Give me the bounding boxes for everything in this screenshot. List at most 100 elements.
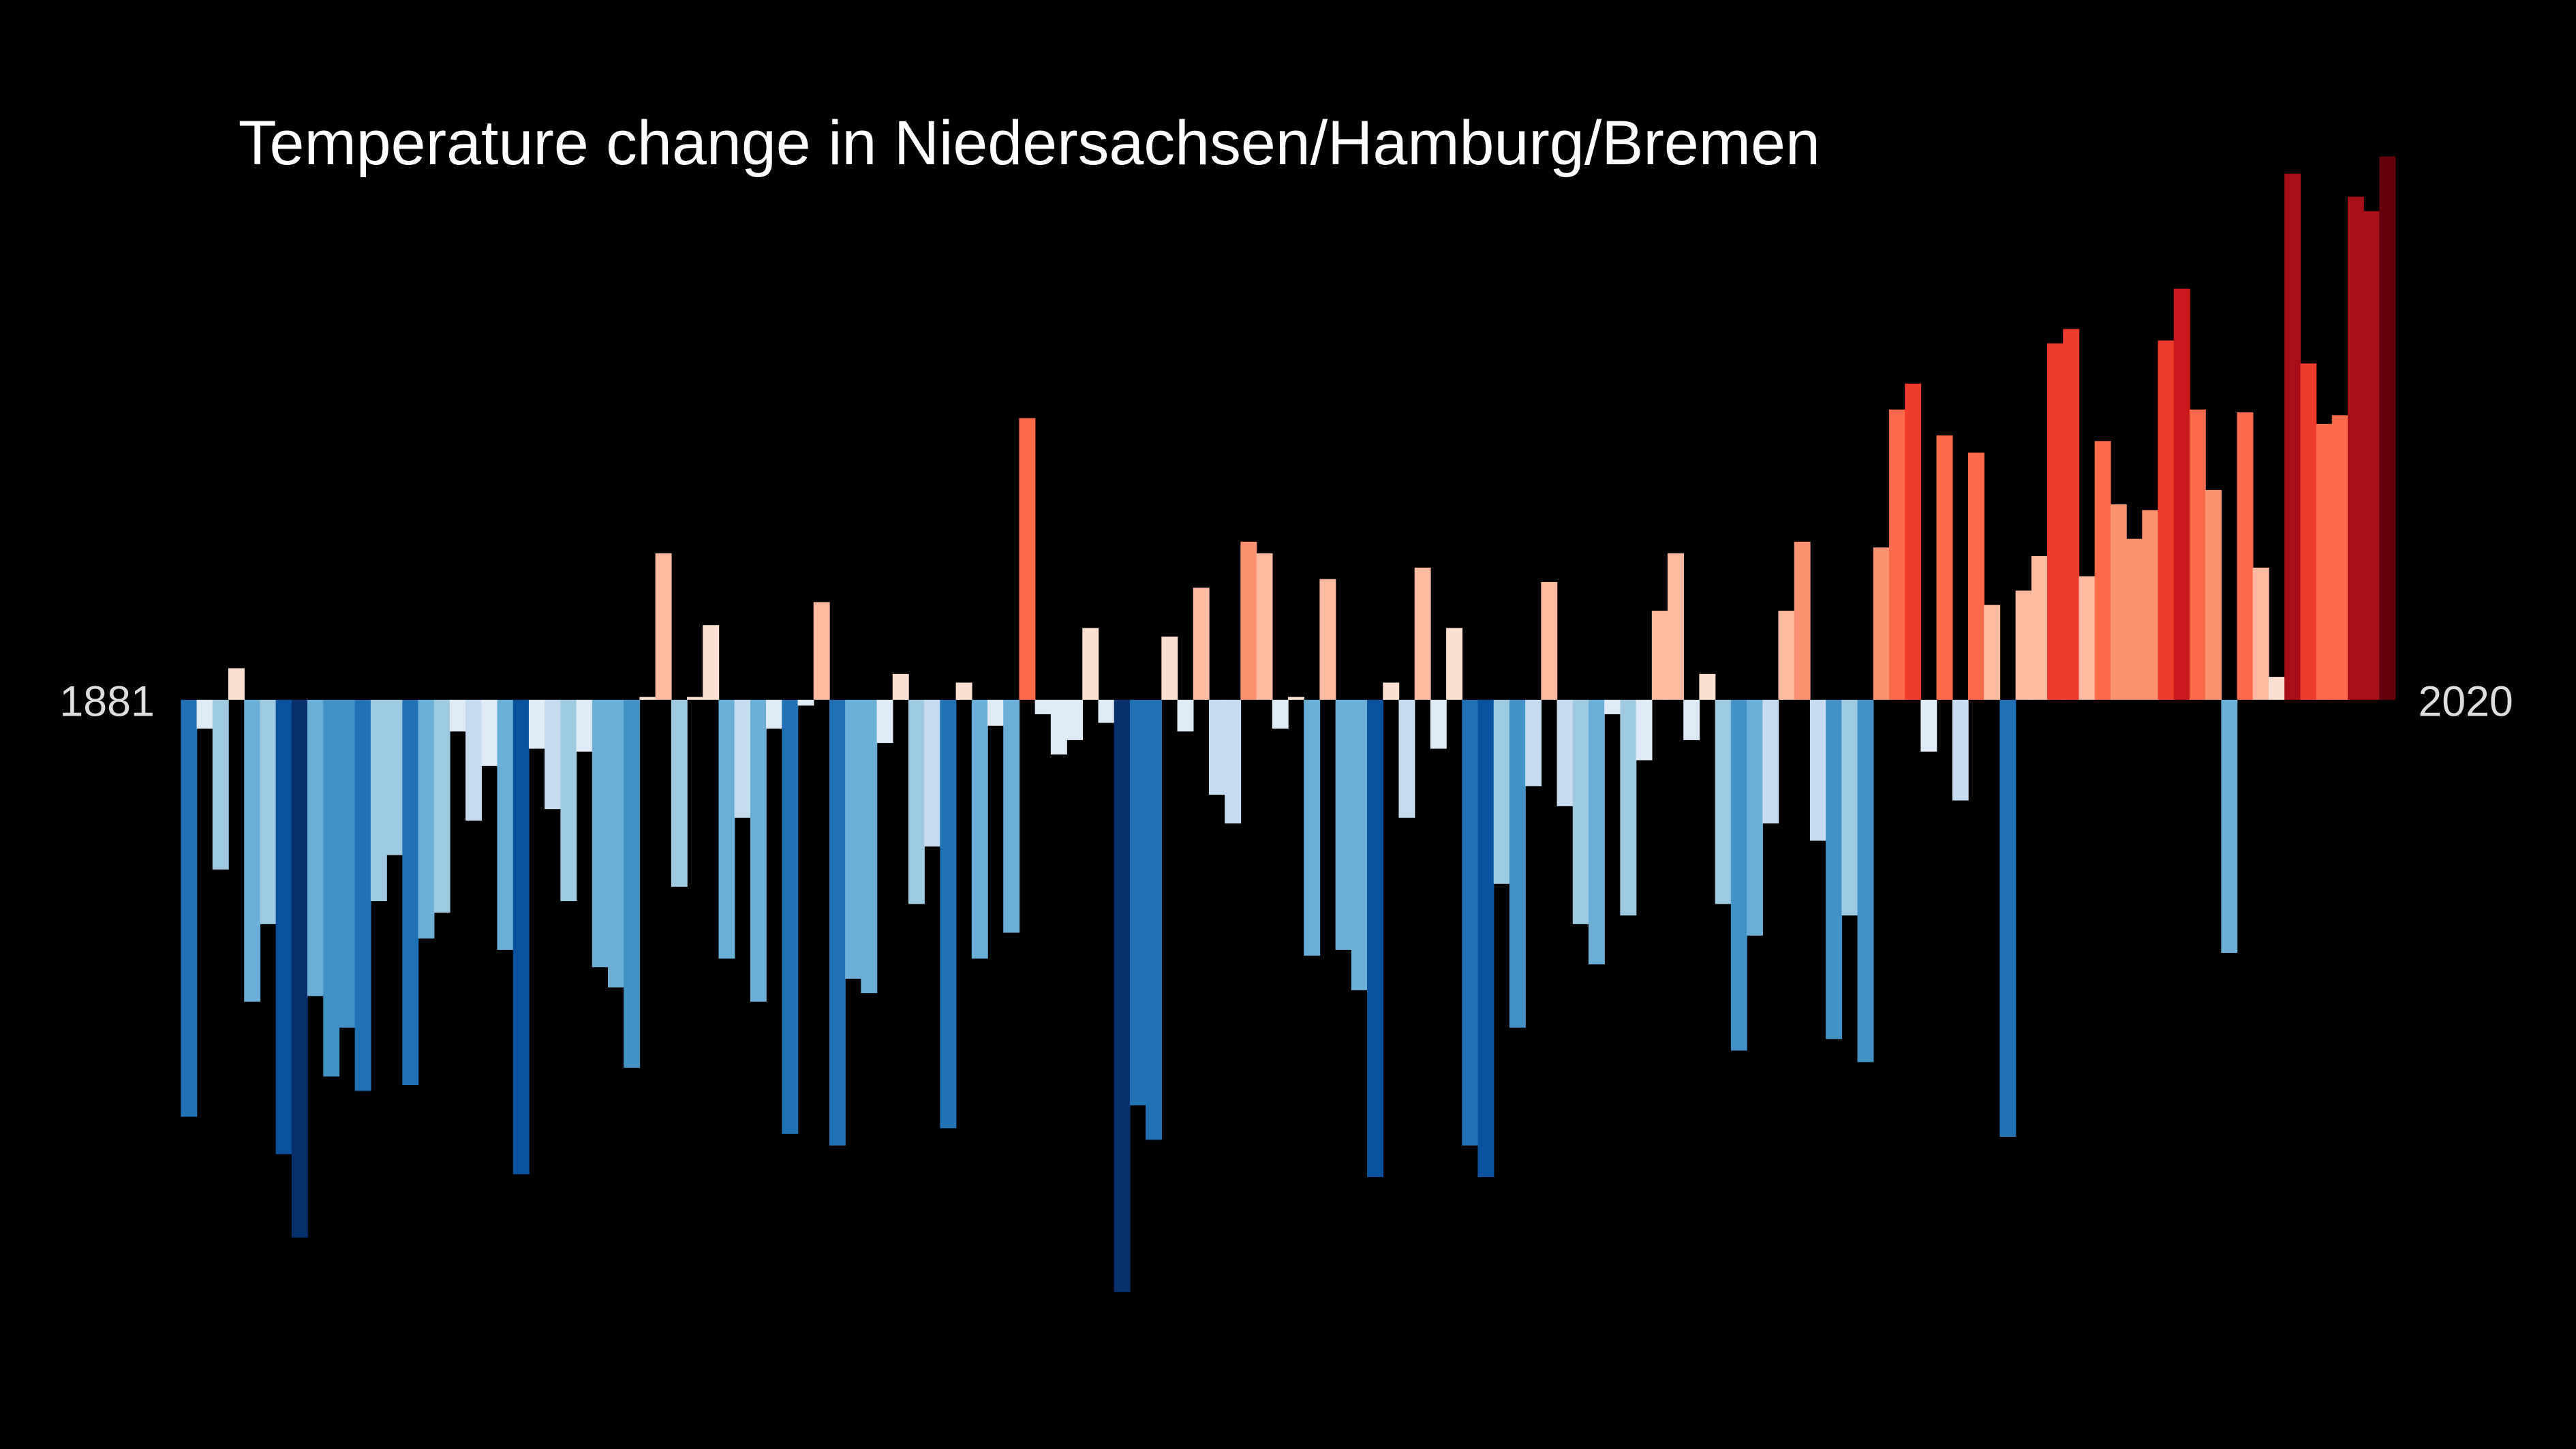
- x-tick-label: 2020: [2418, 678, 2513, 726]
- bar: [181, 699, 198, 1117]
- bar: [1967, 453, 1984, 700]
- bar: [2268, 677, 2285, 700]
- bar: [576, 699, 593, 752]
- bar: [323, 699, 340, 1077]
- bar: [1905, 383, 1922, 700]
- bar: [1256, 553, 1273, 700]
- x-tick-label: 1881: [59, 678, 154, 726]
- bar: [386, 699, 403, 855]
- bar: [766, 699, 783, 729]
- bar: [1809, 699, 1826, 841]
- bar: [1715, 699, 1732, 904]
- bar: [2015, 590, 2032, 700]
- bar: [750, 699, 767, 1002]
- bar: [1114, 699, 1131, 1292]
- bar: [402, 699, 419, 1086]
- bar: [1920, 699, 1937, 752]
- bar: [1509, 699, 1526, 1028]
- bar: [1477, 699, 1494, 1178]
- bar: [1462, 699, 1479, 1146]
- bar: [1999, 699, 2017, 1138]
- bar: [1351, 699, 1368, 990]
- bar: [244, 699, 261, 1002]
- bar: [1193, 588, 1210, 700]
- bar: [655, 553, 672, 700]
- bar: [1541, 581, 1558, 700]
- bar: [1952, 699, 1969, 801]
- bar: [924, 699, 941, 846]
- bar: [449, 699, 466, 732]
- bar: [1003, 699, 1020, 933]
- bar: [560, 699, 577, 902]
- bar: [1335, 699, 1352, 950]
- bar: [1367, 699, 1383, 1178]
- bar: [687, 697, 703, 700]
- bar: [1430, 699, 1447, 749]
- bar: [829, 699, 846, 1146]
- bar: [1668, 553, 1684, 700]
- bar: [1699, 673, 1716, 700]
- bar: [1034, 699, 1052, 714]
- bar: [2079, 576, 2096, 700]
- bar: [307, 699, 324, 996]
- bar: [2348, 196, 2364, 700]
- bar: [481, 699, 498, 766]
- bar: [2110, 504, 2127, 700]
- bar: [1177, 699, 1194, 732]
- bar: [639, 697, 656, 700]
- bar: [228, 668, 245, 700]
- bar: [608, 699, 624, 988]
- bar: [892, 673, 909, 700]
- bar: [291, 699, 308, 1238]
- bar: [1841, 699, 1858, 916]
- bar: [1588, 699, 1605, 964]
- bar: [1651, 611, 1668, 700]
- bar: [528, 699, 545, 749]
- bar: [718, 699, 735, 959]
- bar: [1050, 699, 1067, 754]
- bar: [1620, 699, 1637, 916]
- bar: [2189, 409, 2206, 700]
- bar: [370, 699, 387, 902]
- bar: [2331, 415, 2348, 700]
- bar: [1557, 699, 1574, 806]
- bar: [354, 699, 371, 1091]
- bar: [2205, 489, 2222, 700]
- bar: [2300, 363, 2317, 700]
- bar: [497, 699, 514, 950]
- bar: [1225, 699, 1242, 824]
- bar: [2363, 211, 2380, 700]
- bar: [1826, 699, 1843, 1039]
- bar: [1984, 605, 2001, 700]
- bar: [1098, 699, 1115, 723]
- bar: [1525, 699, 1542, 787]
- bar: [782, 699, 799, 1134]
- bar: [2142, 510, 2159, 700]
- bar: [971, 699, 988, 959]
- bar: [1208, 699, 1225, 795]
- chart-title: Temperature change in Niedersachsen/Hamb…: [239, 108, 1820, 178]
- bar: [1319, 579, 1336, 700]
- bar: [1240, 541, 1257, 700]
- bar: [2047, 343, 2064, 700]
- bar: [1683, 699, 1700, 740]
- bar: [703, 625, 720, 700]
- bar: [1304, 699, 1321, 956]
- bar: [339, 699, 356, 1028]
- bar: [1272, 699, 1289, 729]
- bar: [671, 699, 688, 887]
- bar: [2158, 340, 2175, 700]
- bar: [1636, 699, 1653, 761]
- bar: [1572, 699, 1589, 924]
- bar: [545, 699, 562, 810]
- bar: [1146, 699, 1163, 1140]
- bar: [734, 699, 751, 818]
- bar: [1082, 628, 1099, 700]
- bar: [1446, 628, 1463, 700]
- bar: [260, 699, 277, 924]
- bar: [1730, 699, 1747, 1051]
- bar: [2284, 173, 2301, 700]
- bar: [2237, 412, 2254, 700]
- bar: [212, 699, 229, 870]
